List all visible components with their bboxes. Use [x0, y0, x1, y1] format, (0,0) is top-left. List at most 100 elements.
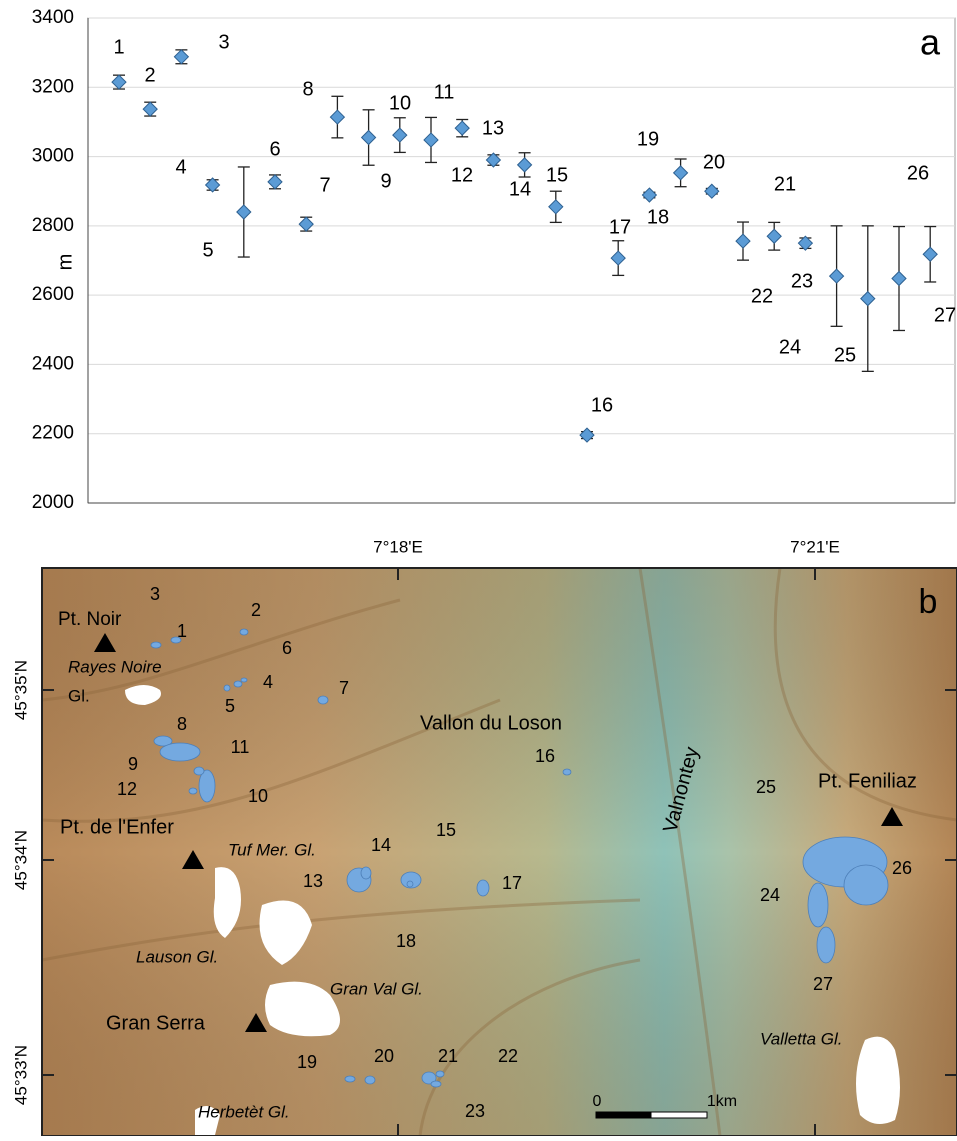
- lake: [407, 881, 413, 887]
- lake-label: 26: [892, 858, 912, 878]
- panel-label: b: [919, 583, 938, 621]
- panel-label: a: [920, 22, 941, 63]
- lake-label: 22: [498, 1046, 518, 1066]
- scale-bar: [651, 1112, 707, 1118]
- lat-label: 45°35'N: [11, 660, 30, 720]
- point-label: 20: [703, 151, 725, 173]
- point: [424, 133, 438, 147]
- point-label: 2: [144, 64, 155, 86]
- point-label: 12: [451, 164, 473, 186]
- lake-label: 9: [128, 754, 138, 774]
- lake: [345, 1076, 355, 1082]
- lake-label: 17: [502, 873, 522, 893]
- place-label: Herbetèt Gl.: [198, 1102, 290, 1121]
- point-label: 16: [591, 394, 613, 416]
- lake-label: 16: [535, 746, 555, 766]
- lake: [241, 678, 247, 682]
- place-label: Tuf Mer. Gl.: [228, 840, 316, 859]
- figure: 20002200240026002800300032003400ma123456…: [0, 0, 957, 1136]
- plot-frame: [88, 18, 955, 503]
- lake-label: 21: [438, 1046, 458, 1066]
- lake-label: 25: [756, 777, 776, 797]
- lake-label: 1: [177, 621, 187, 641]
- point-label: 3: [218, 31, 229, 53]
- point: [393, 128, 407, 142]
- point-label: 9: [380, 170, 391, 192]
- lat-label: 45°33'N: [11, 1045, 30, 1105]
- lake-label: 7: [339, 678, 349, 698]
- lake-label: 23: [465, 1101, 485, 1121]
- point-label: 17: [609, 216, 631, 238]
- lake-label: 14: [371, 835, 391, 855]
- point-label: 15: [546, 164, 568, 186]
- scale-label: 1km: [707, 1093, 737, 1110]
- lat-label: 45°34'N: [11, 830, 30, 890]
- lake-label: 6: [282, 638, 292, 658]
- lake-label: 4: [263, 672, 273, 692]
- lake: [808, 883, 828, 927]
- lake-label: 20: [374, 1046, 394, 1066]
- lake-label: 2: [251, 600, 261, 620]
- lake-label: 24: [760, 885, 780, 905]
- point-label: 8: [302, 78, 313, 100]
- y-tick-label: 3200: [32, 76, 74, 97]
- lake: [844, 865, 888, 905]
- point: [237, 205, 251, 219]
- scale-bar: [596, 1112, 651, 1118]
- point: [611, 251, 625, 265]
- point: [642, 188, 656, 202]
- lake: [361, 867, 371, 879]
- point: [455, 121, 469, 135]
- point: [923, 247, 937, 261]
- lake-label: 19: [297, 1052, 317, 1072]
- lake: [436, 1071, 444, 1077]
- lake: [563, 769, 571, 775]
- point-label: 7: [319, 174, 330, 196]
- lake-label: 10: [248, 786, 268, 806]
- point: [674, 166, 688, 180]
- lake: [151, 642, 161, 648]
- lon-label: 7°18'E: [373, 537, 423, 556]
- lake: [240, 629, 248, 635]
- y-axis-title: m: [54, 254, 76, 271]
- point: [143, 102, 157, 116]
- place-label: Pt. Noir: [58, 609, 122, 630]
- y-tick-label: 2600: [32, 284, 74, 305]
- point-label: 27: [934, 304, 956, 326]
- point: [174, 50, 188, 64]
- y-tick-label: 3000: [32, 146, 74, 167]
- point: [268, 175, 282, 189]
- point: [299, 217, 313, 231]
- lake: [817, 927, 835, 963]
- lake-label: 27: [813, 974, 833, 994]
- y-tick-label: 2800: [32, 215, 74, 236]
- lake: [194, 767, 204, 775]
- y-tick-label: 2200: [32, 423, 74, 444]
- point-label: 25: [834, 344, 856, 366]
- lake-label: 18: [396, 931, 416, 951]
- point-label: 1: [113, 36, 124, 58]
- place-label: Gl.: [68, 686, 90, 705]
- point-label: 21: [774, 173, 796, 195]
- place-label: Vallon du Loson: [420, 712, 562, 734]
- lake: [234, 681, 242, 687]
- place-label: Lauson Gl.: [136, 947, 218, 966]
- point: [705, 184, 719, 198]
- place-label: Gran Serra: [106, 1012, 206, 1034]
- y-tick-label: 2000: [32, 492, 74, 513]
- point-label: 13: [482, 117, 504, 139]
- lake-label: 8: [177, 714, 187, 734]
- place-label: Valletta Gl.: [760, 1029, 843, 1048]
- point-label: 19: [637, 128, 659, 150]
- point-label: 10: [389, 92, 411, 114]
- lake: [224, 685, 230, 691]
- point: [830, 269, 844, 283]
- point-label: 5: [202, 239, 213, 261]
- lake-label: 11: [231, 737, 250, 757]
- point: [549, 200, 563, 214]
- point: [330, 110, 344, 124]
- lake: [160, 743, 200, 761]
- lake-label: 5: [225, 696, 235, 716]
- point-label: 11: [434, 81, 455, 103]
- lake-label: 13: [303, 871, 323, 891]
